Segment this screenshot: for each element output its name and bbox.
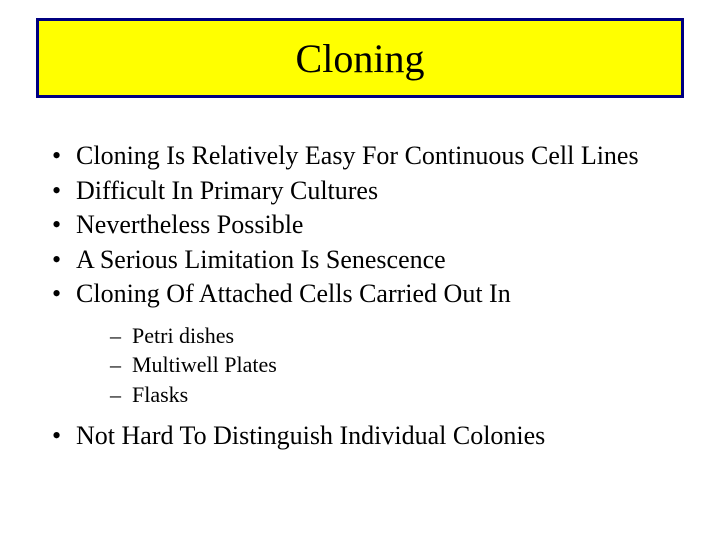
sub-bullet-text: Flasks: [132, 382, 188, 407]
list-item: A Serious Limitation Is Senescence: [48, 244, 672, 277]
sub-bullet-text: Petri dishes: [132, 323, 234, 348]
bullet-list: Cloning Is Relatively Easy For Continuou…: [48, 140, 672, 452]
list-item: Not Hard To Distinguish Individual Colon…: [48, 420, 672, 453]
list-item: Cloning Is Relatively Easy For Continuou…: [48, 140, 672, 173]
slide: Cloning Cloning Is Relatively Easy For C…: [0, 0, 720, 540]
list-item: Cloning Of Attached Cells Carried Out In…: [48, 278, 672, 410]
list-item: Nevertheless Possible: [48, 209, 672, 242]
slide-title: Cloning: [296, 35, 425, 82]
content-area: Cloning Is Relatively Easy For Continuou…: [48, 140, 672, 454]
sub-list-item: Multiwell Plates: [110, 350, 672, 380]
bullet-text: Difficult In Primary Cultures: [76, 176, 378, 205]
bullet-text: Cloning Of Attached Cells Carried Out In: [76, 279, 511, 308]
bullet-text: Cloning Is Relatively Easy For Continuou…: [76, 141, 639, 170]
sub-bullet-text: Multiwell Plates: [132, 352, 277, 377]
bullet-text: Not Hard To Distinguish Individual Colon…: [76, 421, 545, 450]
sub-bullet-list: Petri dishes Multiwell Plates Flasks: [76, 321, 672, 410]
list-item: Difficult In Primary Cultures: [48, 175, 672, 208]
title-box: Cloning: [36, 18, 684, 98]
bullet-text: Nevertheless Possible: [76, 210, 303, 239]
bullet-text: A Serious Limitation Is Senescence: [76, 245, 446, 274]
sub-list-item: Petri dishes: [110, 321, 672, 351]
sub-list-item: Flasks: [110, 380, 672, 410]
